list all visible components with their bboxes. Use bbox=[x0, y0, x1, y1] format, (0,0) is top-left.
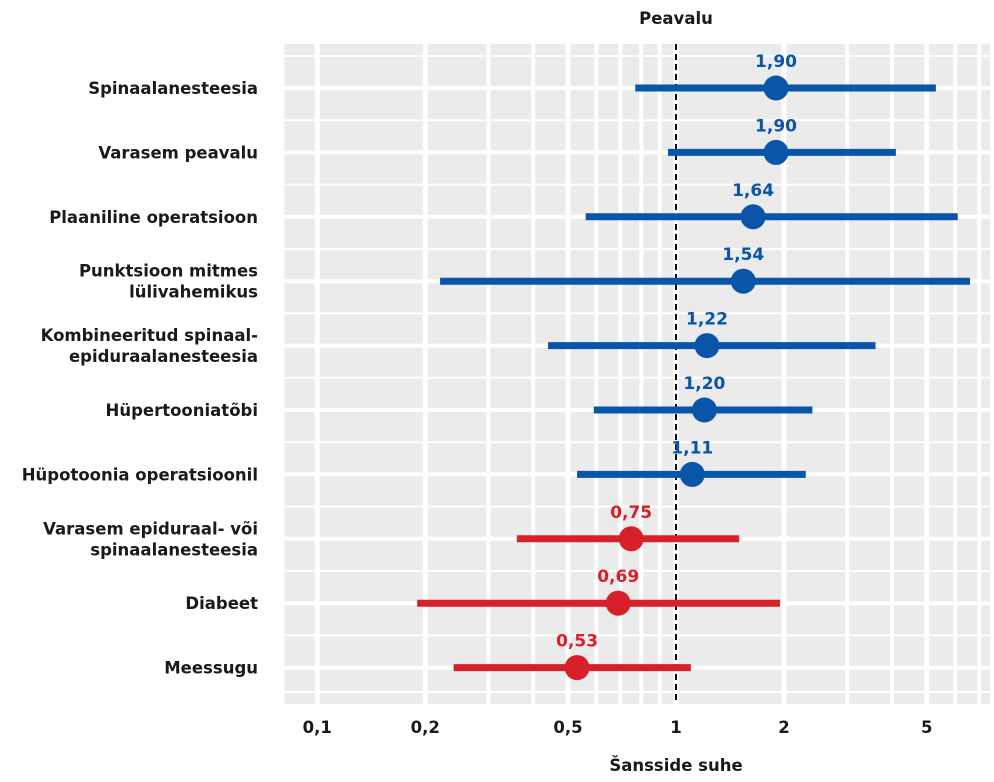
row-label: Spinaalanesteesia bbox=[88, 79, 258, 98]
estimate-label: 1,90 bbox=[755, 116, 797, 136]
estimate-point bbox=[763, 75, 789, 101]
estimate-label: 1,64 bbox=[732, 181, 774, 201]
chart-title: Peavalu bbox=[639, 9, 713, 28]
estimate-label: 1,11 bbox=[671, 438, 713, 458]
row-label: Punktsioon mitmes bbox=[79, 262, 258, 281]
estimate-point bbox=[605, 590, 631, 616]
estimate-label: 1,20 bbox=[683, 374, 725, 394]
estimates: 1,90 1,90 1,64 1,54 1,22 1,20 1,11 0,75 0,69 0,53 bbox=[417, 52, 971, 681]
estimate-point bbox=[694, 333, 720, 359]
estimate-point bbox=[763, 139, 789, 165]
estimate-label: 0,69 bbox=[597, 567, 639, 587]
estimate-point bbox=[740, 204, 766, 230]
row-label: epiduraalanesteesia bbox=[69, 347, 258, 366]
row-label: Meessugu bbox=[164, 659, 258, 678]
row-label: Kombineeritud spinaal- bbox=[41, 326, 258, 345]
x-tick-label: 0,1 bbox=[303, 718, 332, 737]
estimate-point bbox=[618, 526, 644, 552]
estimate-label: 0,75 bbox=[610, 503, 652, 523]
estimate-point bbox=[691, 397, 717, 423]
estimate-label: 0,53 bbox=[556, 632, 598, 652]
row-label: Hüpertooniatõbi bbox=[106, 401, 258, 420]
row-label: Varasem epiduraal- või bbox=[43, 519, 258, 538]
estimate-label: 1,90 bbox=[755, 52, 797, 72]
x-tick-label: 1 bbox=[670, 718, 681, 737]
x-tick-label: 2 bbox=[778, 718, 789, 737]
row-label: spinaalanesteesia bbox=[90, 540, 258, 559]
x-tick-labels: 0,1 0,2 0,5 1 2 5 bbox=[303, 718, 933, 737]
x-tick-label: 0,5 bbox=[553, 718, 582, 737]
row-label: Hüpotoonia operatsioonil bbox=[22, 465, 258, 484]
estimate-point bbox=[730, 268, 756, 294]
row-label: Plaaniline operatsioon bbox=[49, 208, 258, 227]
x-axis-label: Šansside suhe bbox=[609, 756, 742, 775]
row-label: Varasem peavalu bbox=[98, 143, 258, 162]
row-labels: Spinaalanesteesia Varasem peavalu Plaanili… bbox=[22, 79, 258, 678]
row-label: lülivahemikus bbox=[129, 283, 258, 302]
x-tick-label: 5 bbox=[921, 718, 932, 737]
estimate-point bbox=[679, 461, 705, 487]
estimate-label: 1,22 bbox=[686, 310, 728, 330]
estimate-point bbox=[564, 655, 590, 681]
estimate-label: 1,54 bbox=[722, 245, 764, 265]
row-label: Diabeet bbox=[185, 594, 258, 613]
x-tick-label: 0,2 bbox=[411, 718, 440, 737]
